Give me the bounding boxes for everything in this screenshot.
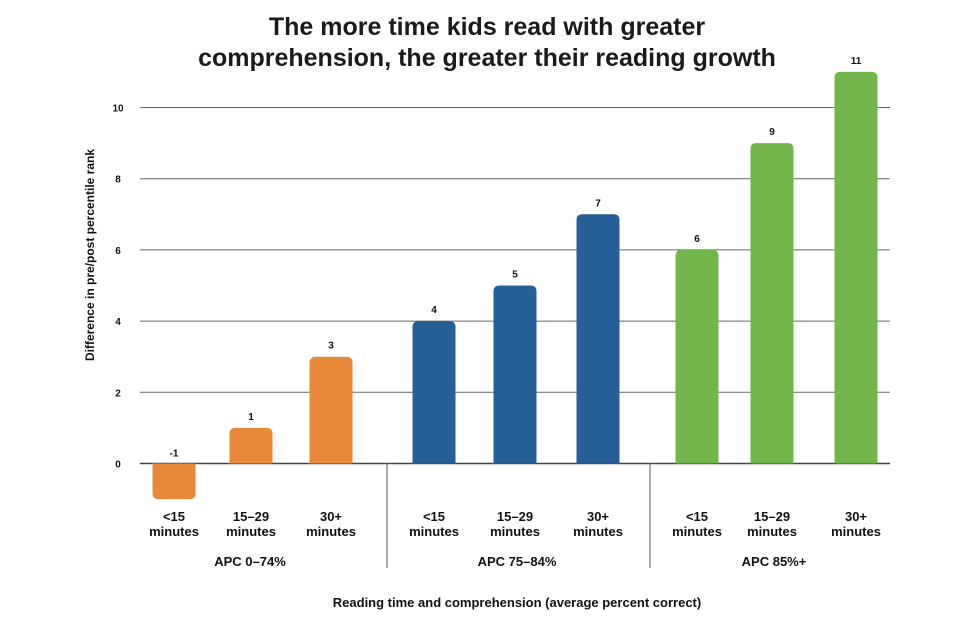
x-axis-label: Reading time and comprehension (average … (333, 595, 701, 610)
bar-value-label: 3 (328, 341, 334, 352)
y-axis-label: Difference in pre/post percentile rank (83, 149, 97, 361)
bar-value-label: 4 (431, 305, 437, 316)
category-label: <15 (686, 509, 708, 524)
category-label: minutes (573, 524, 623, 539)
bar-value-label: 7 (595, 198, 601, 209)
bar-value-label: 9 (769, 127, 775, 138)
chart-title: The more time kids read with greater com… (0, 12, 974, 74)
bar (309, 356, 353, 464)
bar (152, 463, 196, 500)
category-label: minutes (226, 524, 276, 539)
y-tick-label: 2 (115, 388, 121, 399)
y-tick-label: 10 (112, 104, 124, 115)
category-label: 30+ (587, 509, 609, 524)
category-label: 15–29 (754, 509, 790, 524)
category-label: minutes (490, 524, 540, 539)
y-tick-label: 6 (115, 246, 121, 257)
y-tick-label: 8 (115, 175, 121, 186)
group-labels: APC 0–74% APC 75–84% APC 85%+ (214, 554, 807, 569)
group-label: APC 85%+ (742, 554, 807, 569)
group-separators (386, 463, 651, 568)
category-label: 15–29 (233, 509, 269, 524)
bars (152, 71, 878, 500)
bar-value-label: 1 (248, 412, 254, 423)
bar (493, 285, 537, 464)
group-label: APC 75–84% (478, 554, 557, 569)
bar-value-label: -1 (170, 449, 179, 460)
bar (576, 214, 620, 464)
category-label: minutes (831, 524, 881, 539)
category-label: 15–29 (497, 509, 533, 524)
bar-value-label: 5 (512, 270, 518, 281)
bar-value-label: 6 (694, 234, 700, 245)
category-label: minutes (747, 524, 797, 539)
category-label: minutes (409, 524, 459, 539)
category-label: <15 (423, 509, 445, 524)
bar (750, 143, 794, 464)
category-label: 30+ (320, 509, 342, 524)
y-axis-ticks: 0 2 4 6 8 10 (112, 104, 124, 471)
data-labels: -1 1 3 4 5 7 6 9 11 (170, 56, 862, 460)
category-labels: <15minutes15–29minutes30+minutes<15minut… (149, 509, 881, 539)
bar (834, 71, 878, 464)
bar-value-label: 11 (851, 56, 862, 67)
category-label: minutes (149, 524, 199, 539)
y-tick-label: 0 (115, 460, 121, 471)
category-label: 30+ (845, 509, 867, 524)
bar (412, 321, 456, 464)
chart-title-line-1: The more time kids read with greater (268, 13, 706, 41)
chart-title-line-2: comprehension, the greater their reading… (198, 44, 776, 72)
bar (229, 427, 273, 464)
category-label: <15 (163, 509, 185, 524)
category-label: minutes (672, 524, 722, 539)
category-label: minutes (306, 524, 356, 539)
bar (675, 249, 719, 464)
group-label: APC 0–74% (214, 554, 286, 569)
y-tick-label: 4 (115, 317, 121, 328)
